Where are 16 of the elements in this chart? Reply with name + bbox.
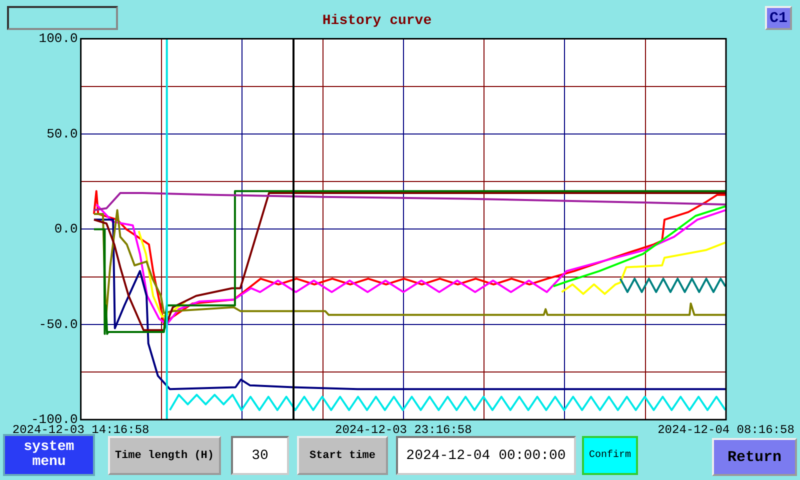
time-length-field: 30 [231,436,289,475]
y-tick-label: 100.0 [38,31,78,46]
start-time-label: Start time [297,436,388,475]
y-tick-label: -50.0 [38,316,78,332]
x-tick-label: 2024-12-04 08:16:58 [658,422,794,437]
time-length-label: Time length (H) [108,436,221,475]
system-menu-button: system menu [3,434,95,476]
return-button: Return [712,438,797,476]
x-tick-label: 2024-12-03 14:16:58 [12,422,150,437]
y-tick-label: 0.0 [54,222,78,237]
y-tick-label: 50.0 [46,126,78,142]
confirm-button: Confirm [582,436,638,475]
start-time-field: 2024-12-04 00:00:00 [396,436,576,475]
chart-title: History curve [322,12,432,29]
c1-button: C1 [765,6,792,30]
x-tick-label: 2024-12-03 23:16:58 [334,422,472,437]
